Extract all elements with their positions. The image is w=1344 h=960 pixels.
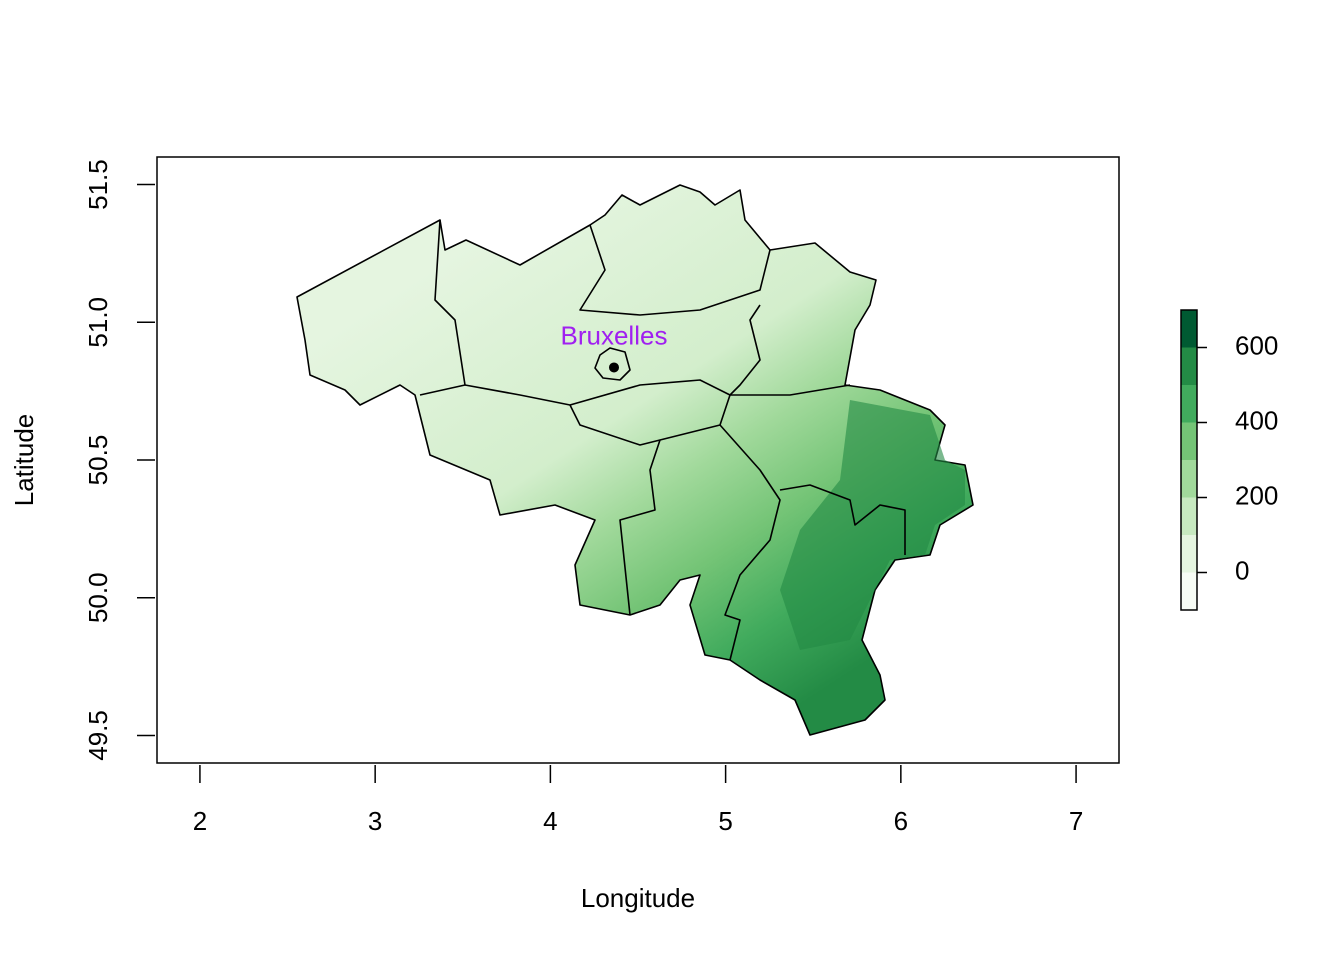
x-tick-label: 7 — [1069, 806, 1083, 836]
city-point — [608, 362, 619, 373]
x-tick-label: 3 — [368, 806, 382, 836]
y-tick-label: 50.5 — [83, 435, 113, 486]
x-tick-label: 4 — [543, 806, 557, 836]
colorbar-band — [1181, 347, 1197, 385]
y-axis-title: Latitude — [9, 414, 39, 507]
colorbar-frame — [1180, 309, 1198, 611]
colorbar-band — [1181, 310, 1197, 348]
colorbar-tick-label: 400 — [1235, 405, 1278, 435]
colorbar-tick-label: 0 — [1235, 555, 1249, 585]
y-tick-label: 51.5 — [83, 159, 113, 210]
province-borders — [419, 219, 906, 661]
x-tick-label: 5 — [718, 806, 732, 836]
city-label: Bruxelles — [561, 320, 668, 350]
colorbar-band — [1181, 535, 1197, 573]
colorbar-tick-label: 600 — [1235, 330, 1278, 360]
colorbar-band — [1181, 385, 1197, 423]
colorbar-band — [1181, 460, 1197, 498]
x-tick-label: 2 — [193, 806, 207, 836]
colorbar-band — [1181, 422, 1197, 460]
y-tick-label: 49.5 — [83, 710, 113, 761]
colorbar-band — [1181, 497, 1197, 535]
x-axis-title: Longitude — [581, 883, 695, 913]
y-tick-label: 50.0 — [83, 572, 113, 623]
colorbar-tick-label: 200 — [1235, 480, 1278, 510]
y-tick-label: 51.0 — [83, 297, 113, 348]
colorbar-band — [1181, 572, 1197, 610]
plot-box — [156, 156, 1120, 764]
x-tick-label: 6 — [894, 806, 908, 836]
dark-highlands — [780, 400, 965, 650]
